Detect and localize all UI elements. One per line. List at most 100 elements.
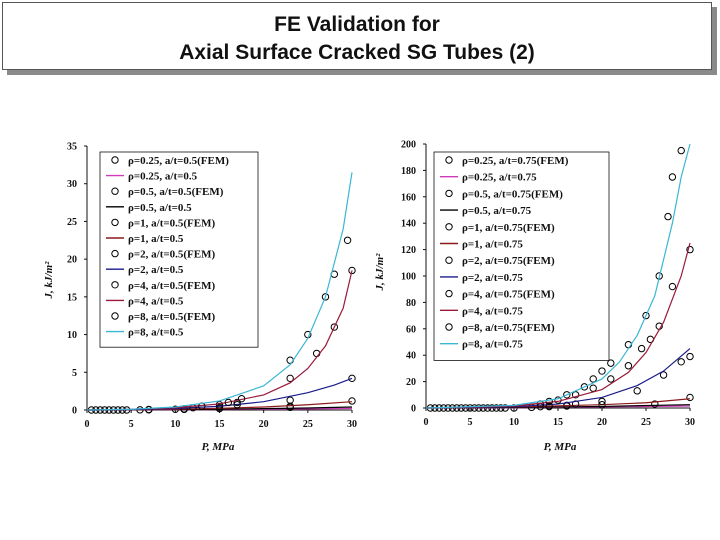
legend-entry: ρ=0.25, a/t=0.5(FEM) — [128, 155, 229, 167]
x-tick-label: 5 — [129, 419, 134, 430]
legend-marker-swatch — [111, 156, 119, 164]
y-tick-label: 60 — [406, 324, 416, 335]
legend-box — [433, 151, 610, 361]
data-point — [348, 266, 356, 275]
title-box: FE Validation for Axial Surface Cracked … — [2, 2, 712, 70]
data-point — [642, 311, 650, 320]
x-tick-label: 15 — [215, 419, 225, 430]
data-point — [224, 398, 233, 407]
y-tick-label: 140 — [401, 219, 416, 230]
series-line — [86, 172, 353, 411]
x-tick-label: 20 — [259, 419, 269, 430]
data-point — [580, 383, 589, 391]
y-tick-label: 180 — [401, 166, 416, 177]
legend-marker-swatch — [445, 156, 453, 164]
y-tick-label: 10 — [67, 330, 77, 341]
legend-box — [99, 151, 259, 348]
legend-marker-swatch — [111, 312, 119, 320]
legend-entry: ρ=8, a/t=0.5 — [128, 327, 184, 339]
y-tick-label: 100 — [401, 272, 416, 283]
page-title-line1: FE Validation for — [274, 13, 440, 36]
data-point — [545, 397, 553, 406]
y-axis-label: J, kJ/m² — [43, 261, 55, 300]
legend-entry: ρ=0.25, a/t=0.5 — [128, 171, 198, 183]
y-tick-label: 40 — [406, 351, 416, 362]
legend-entry: ρ=0.5, a/t=0.75(FEM) — [462, 188, 563, 200]
y-tick-label: 20 — [67, 255, 77, 266]
legend-entry: ρ=2, a/t=0.5(FEM) — [128, 249, 215, 261]
y-tick-label: 30 — [67, 179, 77, 190]
x-axis-label: P, MPa — [202, 441, 235, 453]
x-tick-label: 25 — [303, 419, 313, 430]
x-tick-label: 0 — [424, 417, 429, 428]
data-point — [330, 323, 339, 331]
legend-marker-swatch — [111, 281, 119, 289]
legend-marker-swatch — [445, 189, 453, 198]
x-tick-label: 5 — [468, 417, 473, 428]
x-tick-label: 20 — [597, 417, 607, 428]
chart-panel-2: 0 20 40 60 80 100 120 140 160 180 200 0 5 10 15 20 25 30 P… — [374, 140, 695, 454]
data-point — [598, 397, 606, 406]
data-point — [607, 359, 615, 367]
legend-entry: ρ=8, a/t=0.5(FEM) — [128, 311, 215, 323]
legend-marker-swatch — [445, 256, 453, 264]
data-point — [233, 398, 241, 407]
y-tick-label: 0 — [72, 406, 77, 417]
legend-entry: ρ=2, a/t=0.5 — [128, 264, 184, 276]
legend-entry: ρ=0.25, a/t=0.75 — [462, 172, 537, 184]
data-point — [668, 282, 677, 291]
legend-marker-swatch — [111, 187, 119, 195]
data-point — [343, 236, 352, 244]
legend-marker-swatch — [445, 323, 453, 331]
data-point — [348, 397, 356, 405]
legend-marker-swatch — [111, 218, 119, 227]
legend-marker-swatch — [445, 223, 453, 231]
data-point — [659, 371, 668, 379]
data-point — [677, 146, 685, 155]
legend-marker-swatch — [445, 289, 453, 298]
y-tick-label: 0 — [411, 404, 416, 415]
y-tick-label: 35 — [67, 142, 77, 153]
data-point — [686, 245, 694, 254]
chart-panel-1: 0 5 10 15 20 25 30 35 0 5 10 15 20 25 30 P, MPa J, kJ/m²… — [43, 142, 357, 454]
y-tick-label: 20 — [406, 377, 416, 388]
y-axis-label: J, kJ/m² — [374, 253, 386, 292]
legend-marker-swatch — [111, 249, 119, 258]
y-tick-label: 120 — [401, 245, 416, 256]
data-point — [571, 391, 580, 399]
data-point — [321, 293, 330, 301]
x-tick-label: 15 — [553, 417, 563, 428]
y-tick-label: 5 — [72, 368, 77, 379]
data-point — [598, 367, 606, 375]
page-title-line2: Axial Surface Cracked SG Tubes (2) — [179, 41, 535, 64]
data-point — [348, 374, 356, 383]
legend-entry: ρ=8, a/t=0.75 — [462, 339, 523, 351]
data-point — [237, 394, 246, 403]
legend-entry: ρ=0.25, a/t=0.75(FEM) — [462, 155, 569, 167]
legend-entry: ρ=0.5, a/t=0.5 — [128, 202, 192, 214]
legend-entry: ρ=8, a/t=0.75(FEM) — [462, 322, 555, 334]
legend-entry: ρ=0.5, a/t=0.75 — [462, 205, 532, 217]
series-line — [425, 348, 691, 409]
legend-entry: ρ=4, a/t=0.75(FEM) — [462, 289, 555, 301]
legend-entry: ρ=1, a/t=0.5(FEM) — [128, 217, 215, 229]
x-axis-label: P, MPa — [544, 441, 577, 453]
y-tick-label: 80 — [406, 298, 416, 309]
x-tick-label: 10 — [509, 417, 519, 428]
y-tick-label: 25 — [67, 217, 77, 228]
legend-entry: ρ=2, a/t=0.75 — [462, 272, 523, 284]
series-line — [425, 242, 691, 409]
data-point — [664, 212, 672, 221]
data-point — [637, 344, 646, 353]
x-tick-label: 30 — [347, 419, 357, 430]
x-tick-label: 10 — [170, 419, 180, 430]
legend-entry: ρ=1, a/t=0.5 — [128, 233, 184, 245]
y-tick-label: 200 — [401, 140, 416, 151]
series-line — [425, 143, 691, 409]
data-point — [668, 173, 677, 181]
data-point — [589, 384, 597, 392]
data-point — [677, 358, 685, 366]
legend-entry: ρ=4, a/t=0.5 — [128, 295, 184, 307]
x-tick-label: 30 — [685, 417, 695, 428]
legend-entry: ρ=1, a/t=0.75(FEM) — [462, 222, 555, 234]
